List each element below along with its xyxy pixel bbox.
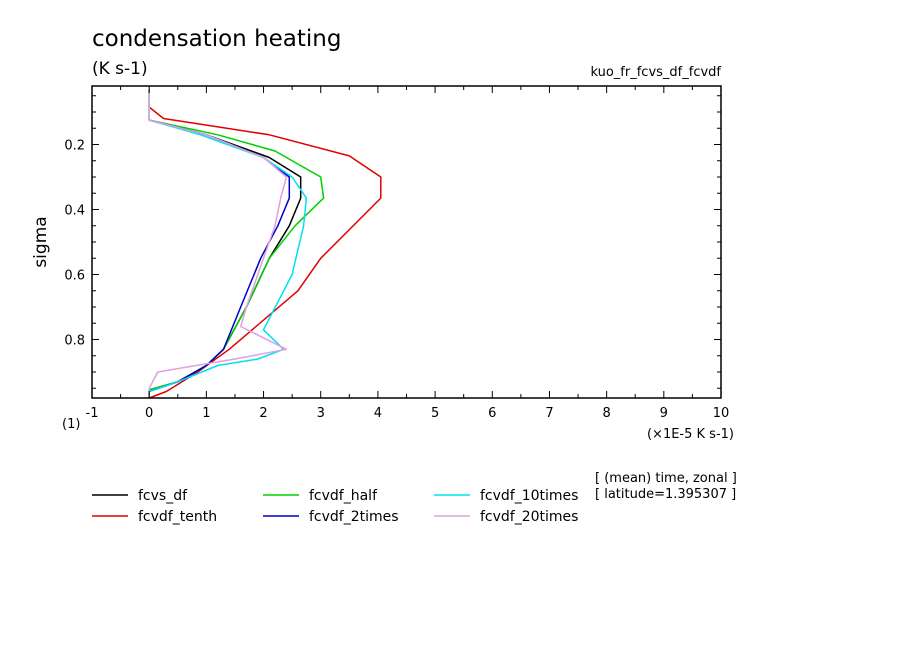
series-line-fcvdf-20times xyxy=(148,89,288,398)
annotation-latitude: [ latitude=1.395307 ] xyxy=(595,487,736,502)
x-tick-label: 6 xyxy=(488,406,496,421)
chart-units: (K s-1) xyxy=(92,59,148,79)
y-axis-label: sigma xyxy=(31,216,51,267)
legend-label-fcvdf-2times: fcvdf_2times xyxy=(309,509,399,525)
axis-tick-labels: -1 0 1 2 3 4 5 6 7 8 9 10 0.2 0.4 0.6 0.8 xyxy=(64,139,729,422)
legend-label-fcvdf-tenth: fcvdf_tenth xyxy=(138,509,217,525)
x-tick-label: 1 xyxy=(202,406,210,421)
plot-frame xyxy=(91,85,722,399)
x-scale-note: (1) xyxy=(62,417,80,432)
x-tick-label: 4 xyxy=(374,406,382,421)
x-tick-label: 7 xyxy=(545,406,553,421)
x-tick-label: 5 xyxy=(431,406,439,421)
series-line-fcvdf-half xyxy=(148,89,325,398)
axis-ticks xyxy=(91,86,722,398)
x-tick-label: 8 xyxy=(602,406,610,421)
annotation-time-zonal: [ (mean) time, zonal ] xyxy=(595,471,737,486)
x-tick-label: 2 xyxy=(259,406,267,421)
experiment-name: kuo_fr_fcvs_df_fcvdf xyxy=(590,65,721,80)
x-tick-label: 9 xyxy=(660,406,668,421)
x-axis-units: (×1E-5 K s-1) xyxy=(647,427,734,442)
series-line-fcvdf-10times xyxy=(148,89,308,398)
legend-label-fcvdf-10times: fcvdf_10times xyxy=(480,488,578,504)
chart-title: condensation heating xyxy=(92,26,341,52)
legend-label-fcvdf-20times: fcvdf_20times xyxy=(480,509,578,525)
y-tick-label: 0.2 xyxy=(64,139,85,154)
y-tick-label: 0.4 xyxy=(64,204,85,219)
x-tick-label: 0 xyxy=(145,406,153,421)
plot-lines xyxy=(148,89,382,399)
y-tick-label: 0.6 xyxy=(64,269,85,284)
legend-label-fcvs-df: fcvs_df xyxy=(138,488,188,504)
x-tick-label: 3 xyxy=(317,406,325,421)
y-tick-label: 0.8 xyxy=(64,334,85,349)
x-tick-label: 10 xyxy=(713,406,730,421)
legend: fcvs_df fcvdf_tenth fcvdf_half fcvdf_2times… xyxy=(92,488,578,525)
x-tick-label: -1 xyxy=(86,406,99,421)
legend-label-fcvdf-half: fcvdf_half xyxy=(309,488,378,504)
